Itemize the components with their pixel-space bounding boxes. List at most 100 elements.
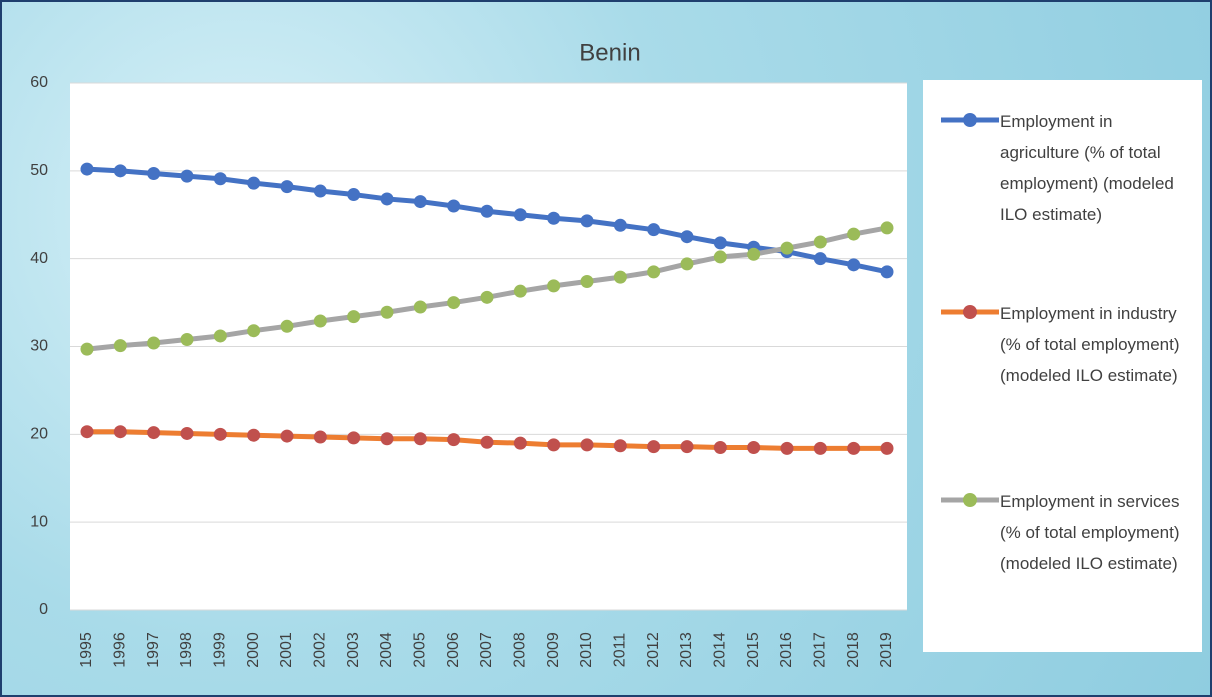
legend-label: Employment in services (% of total emplo… (1000, 492, 1180, 573)
data-point (247, 324, 261, 338)
data-point (413, 195, 427, 209)
x-tick-label: 2017 (812, 632, 829, 668)
data-point (813, 235, 827, 249)
data-point (747, 247, 761, 261)
x-tick-label: 2007 (478, 632, 495, 668)
data-point (680, 230, 694, 244)
y-tick-label: 40 (30, 250, 48, 267)
legend-marker (963, 493, 977, 507)
data-point (580, 214, 594, 228)
data-point (147, 166, 161, 180)
data-point (247, 428, 261, 442)
data-point (847, 227, 861, 241)
data-point (180, 426, 194, 440)
legend-label: Employment in industry (% of total emplo… (1000, 304, 1180, 385)
x-tick-label: 2014 (712, 632, 729, 668)
data-point (680, 440, 694, 454)
legend-marker (963, 113, 977, 127)
data-point (880, 441, 894, 455)
x-tick-label: 2006 (445, 632, 462, 668)
x-tick-label: 2004 (378, 632, 395, 668)
data-point (80, 162, 94, 176)
data-point (513, 284, 527, 298)
y-tick-label: 60 (30, 74, 48, 91)
y-tick-label: 30 (30, 338, 48, 355)
data-point (247, 176, 261, 190)
data-point (613, 270, 627, 284)
data-point (547, 211, 561, 225)
data-point (113, 339, 127, 353)
data-point (380, 432, 394, 446)
y-tick-label: 20 (30, 426, 48, 443)
legend-icon (941, 113, 999, 127)
legend-label: Employment in agriculture (% of total em… (1000, 112, 1174, 224)
data-point (580, 438, 594, 452)
data-point (747, 441, 761, 455)
x-tick-label: 2001 (278, 632, 295, 668)
x-tick-label: 2016 (778, 632, 795, 668)
y-tick-label: 10 (30, 513, 48, 530)
data-point (480, 204, 494, 218)
data-point (513, 208, 527, 222)
data-point (480, 435, 494, 449)
data-point (713, 236, 727, 250)
data-point (413, 432, 427, 446)
x-tick-label: 2005 (412, 632, 429, 668)
data-point (713, 250, 727, 264)
x-tick-label: 2003 (345, 632, 362, 668)
data-point (80, 342, 94, 356)
data-point (213, 329, 227, 343)
data-point (80, 425, 94, 439)
x-tick-label: 2015 (745, 632, 762, 668)
data-point (280, 319, 294, 333)
data-point (613, 218, 627, 232)
x-tick-label: 1995 (78, 632, 95, 668)
data-point (447, 433, 461, 447)
data-point (347, 431, 361, 445)
data-point (113, 425, 127, 439)
x-tick-label: 2012 (645, 632, 662, 668)
x-tick-label: 1996 (112, 632, 129, 668)
x-tick-label: 1997 (145, 632, 162, 668)
legend: Employment in agriculture (% of total em… (923, 80, 1202, 652)
data-point (880, 221, 894, 235)
data-point (113, 164, 127, 178)
data-point (613, 439, 627, 453)
data-point (313, 430, 327, 444)
x-tick-label: 2008 (512, 632, 529, 668)
legend-marker (963, 305, 977, 319)
data-point (780, 441, 794, 455)
data-point (547, 279, 561, 293)
data-point (313, 184, 327, 198)
x-tick-label: 2013 (678, 632, 695, 668)
data-point (780, 241, 794, 255)
data-point (213, 427, 227, 441)
data-point (513, 436, 527, 450)
data-point (647, 440, 661, 454)
y-tick-label: 50 (30, 162, 48, 179)
legend-icon (941, 493, 999, 507)
data-point (547, 438, 561, 452)
x-tick-label: 2002 (312, 632, 329, 668)
data-point (347, 310, 361, 324)
data-point (180, 332, 194, 346)
data-point (847, 441, 861, 455)
x-tick-label: 2009 (545, 632, 562, 668)
data-point (380, 192, 394, 206)
data-point (280, 180, 294, 194)
data-point (647, 223, 661, 237)
data-point (880, 265, 894, 279)
data-point (313, 314, 327, 328)
x-tick-label: 2010 (578, 632, 595, 668)
x-tick-label: 2011 (612, 633, 629, 668)
chart-title: Benin (579, 39, 640, 66)
y-tick-label: 0 (39, 601, 48, 618)
data-point (147, 336, 161, 350)
data-point (813, 252, 827, 266)
data-point (580, 275, 594, 289)
data-point (680, 257, 694, 271)
data-point (813, 441, 827, 455)
x-tick-label: 2019 (878, 632, 895, 668)
data-point (347, 188, 361, 202)
